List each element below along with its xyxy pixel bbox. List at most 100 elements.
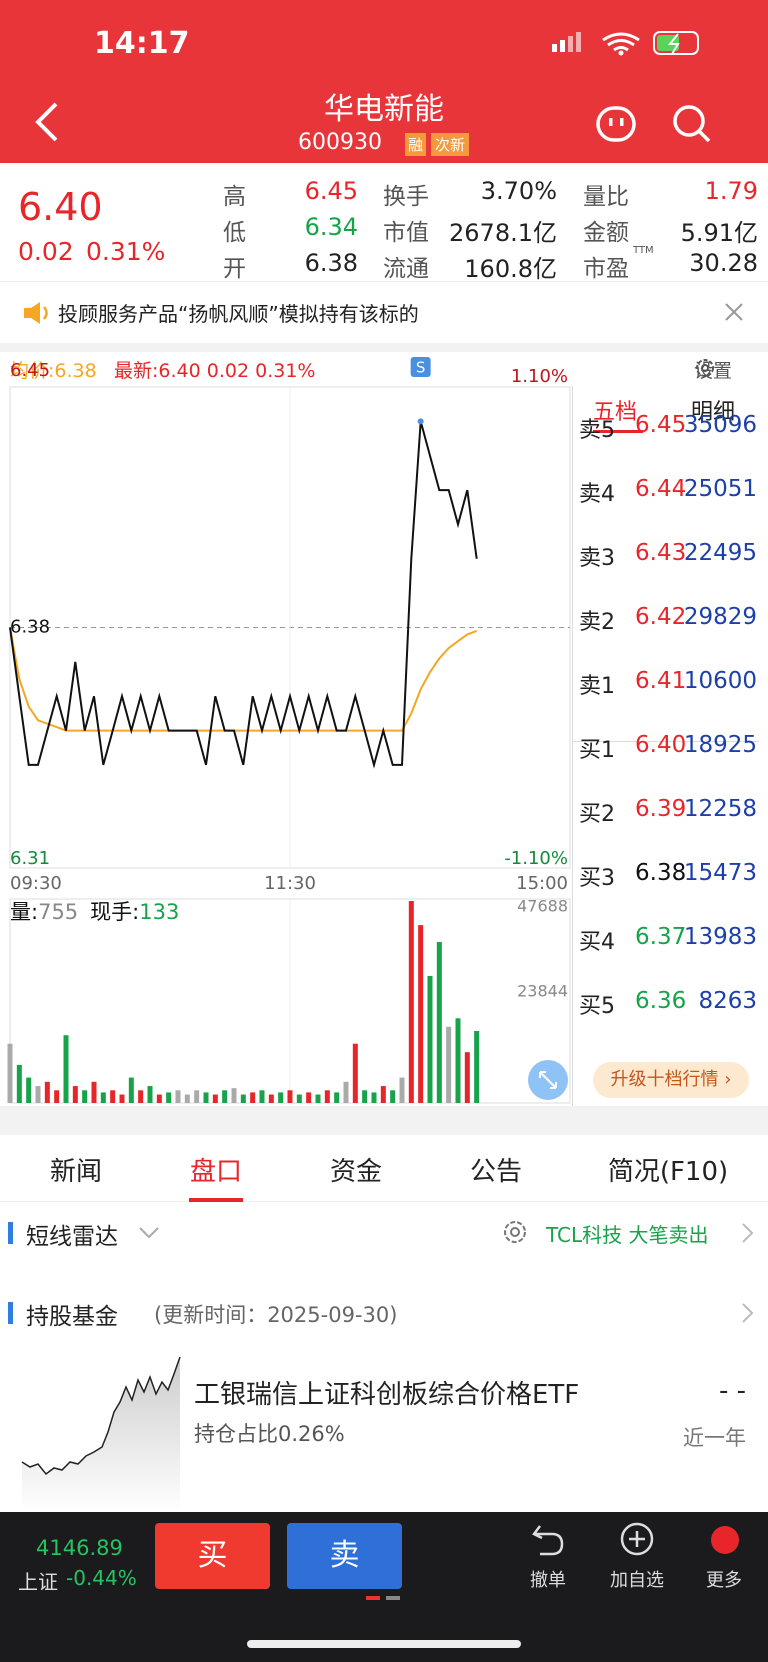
volume-bar	[91, 1081, 97, 1103]
stat-label: 开	[223, 256, 246, 282]
volume-bar	[287, 1090, 293, 1103]
tab-underline	[593, 430, 643, 433]
book-divider	[573, 741, 759, 742]
action-label[interactable]: 加自选	[610, 1570, 664, 1591]
x-tick-label: 15:00	[516, 873, 568, 894]
volume-bar	[110, 1090, 116, 1103]
volume-bar	[474, 1030, 480, 1103]
notice[interactable]: 投顾服务产品“扬帆风顺”模拟持有该标的	[0, 281, 768, 342]
undo-icon[interactable]	[530, 1522, 566, 1556]
volume-bar	[156, 1094, 162, 1103]
volume-bar	[380, 1086, 386, 1103]
volume-bar	[464, 1052, 470, 1103]
avg-label: 均价:6.38	[10, 356, 97, 383]
marker	[8, 1302, 13, 1324]
book-label: 买3	[579, 866, 615, 891]
stat-value: 1.79	[704, 177, 758, 205]
search-icon[interactable]	[670, 102, 714, 146]
tab[interactable]: 资金	[329, 1157, 382, 1187]
pct-label: -1.10%	[504, 848, 568, 869]
sell-button[interactable]: 卖	[287, 1523, 402, 1589]
tab[interactable]: 新闻	[49, 1157, 102, 1187]
gear-icon[interactable]	[502, 1219, 528, 1245]
action-label[interactable]: 更多	[706, 1570, 742, 1591]
volume-bar	[16, 1064, 22, 1103]
action-label[interactable]: 撤单	[530, 1570, 566, 1591]
stat-label: 低	[223, 220, 246, 246]
speaker-icon	[24, 302, 48, 324]
book-price: 6.42	[635, 604, 687, 630]
book-price: 6.44	[635, 476, 687, 502]
settings-icon[interactable]	[694, 357, 716, 379]
volume-bar	[194, 1090, 200, 1103]
volume-header-part: 755	[38, 900, 78, 924]
volume-bar	[343, 1081, 349, 1103]
chevron-down[interactable]	[138, 1225, 160, 1241]
volume-bar	[119, 1094, 125, 1103]
volume-header-part: 量:	[10, 900, 38, 924]
volume-bar	[352, 1043, 358, 1103]
add-icon[interactable]	[619, 1522, 655, 1556]
status-icons	[552, 31, 699, 56]
book-volume: 13983	[683, 924, 757, 950]
stat-value: 6.38	[304, 249, 358, 277]
book-volume: 18925	[683, 732, 757, 758]
chevron-right[interactable]	[740, 1301, 756, 1325]
assistant-icon[interactable]	[594, 102, 638, 146]
quote-panel: 6.40 0.02 0.31% 高 6.45 换手 3.70% 量比 1.79 低 6.34 市…	[0, 163, 768, 343]
close-icon[interactable]	[724, 302, 744, 322]
fund-sparkline	[21, 1356, 181, 1512]
book-volume: 15473	[683, 860, 757, 886]
index-value[interactable]: 4146.89	[36, 1536, 123, 1560]
buy-button[interactable]: 买	[155, 1523, 270, 1589]
volume-bar	[100, 1092, 106, 1103]
y-tick-label: 6.45	[10, 360, 50, 381]
header-bar: 14:17 华电新能 600930 融 次新	[0, 0, 768, 163]
volume-bar	[418, 925, 424, 1103]
radar-title: 短线雷达	[26, 1224, 118, 1250]
intraday-chart: 6.456.386.311.10%-1.10%09:30 11:30 15:00S4…	[7, 357, 571, 1104]
volume-bar	[72, 1086, 78, 1103]
volume-bar	[82, 1090, 88, 1103]
tab[interactable]: 简况(F10)	[607, 1157, 729, 1187]
vol-tick-label: 47688	[517, 897, 568, 916]
stat-value: 30.28	[689, 249, 758, 277]
last-value: 6.40	[158, 360, 201, 382]
pct-label: 1.10%	[511, 366, 568, 387]
book-volume: 29829	[683, 604, 757, 630]
fund-card[interactable]: 工银瑞信上证科创板综合价格ETF 持仓占比0.26% - - 近一年	[0, 1352, 768, 1512]
tag: 融	[405, 133, 427, 156]
volume-bar	[147, 1086, 153, 1103]
book-price: 6.38	[635, 860, 687, 886]
volume-bar	[250, 1092, 256, 1103]
stat-label: 市盈	[583, 256, 629, 282]
upgrade-button[interactable]: 升级十档行情 ›	[593, 1062, 749, 1098]
book-tab[interactable]: 五档	[593, 400, 638, 425]
volume-bar	[212, 1094, 218, 1103]
volume-bar	[259, 1090, 265, 1103]
volume-bar	[436, 942, 442, 1103]
radar-event[interactable]: TCL科技 大笔卖出	[546, 1219, 709, 1248]
signal-text: S	[416, 359, 426, 377]
last-label-text: 最新:	[114, 360, 159, 382]
chevron-right[interactable]	[740, 1221, 756, 1245]
tab[interactable]: 公告	[469, 1157, 522, 1187]
expand-icon	[539, 1071, 557, 1089]
price: 6.40	[18, 185, 103, 229]
back-button[interactable]	[28, 100, 68, 144]
book-price: 6.39	[635, 796, 687, 822]
more-icon[interactable]	[708, 1520, 742, 1558]
volume-bar	[166, 1092, 172, 1103]
radar-stock: TCL科技	[546, 1223, 623, 1247]
tab[interactable]: 盘口	[189, 1157, 242, 1187]
avg-value: 6.38	[54, 360, 97, 382]
volume-bar	[324, 1090, 330, 1103]
stat-value: 3.70%	[480, 177, 557, 205]
book-tab[interactable]: 明细	[691, 400, 736, 425]
fund-holding: 持仓占比0.26%	[194, 1422, 345, 1446]
book-volume: 25051	[683, 476, 757, 502]
status-time: 14:17	[94, 26, 190, 61]
book-price: 6.43	[635, 540, 687, 566]
book-volume: 10600	[683, 668, 757, 694]
